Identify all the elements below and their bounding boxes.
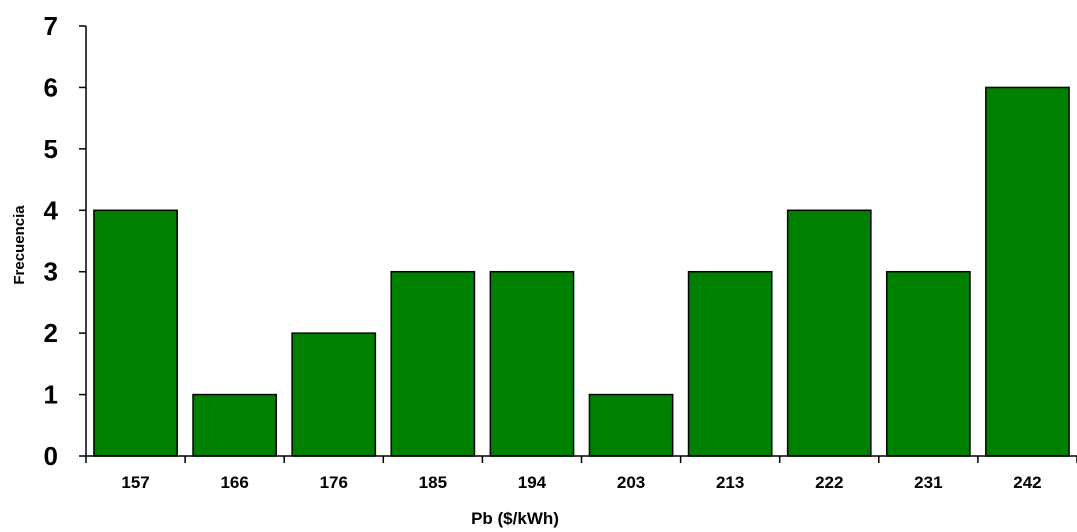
bars-layer [93, 86, 1070, 457]
y-tick-label-2: 2 [44, 318, 58, 348]
axes-layer [79, 25, 1077, 463]
bar-242 [985, 86, 1070, 457]
bar-176 [291, 332, 377, 457]
bar-203 [588, 393, 674, 457]
x-tick-label-203: 203 [617, 473, 645, 492]
y-tick-label-3: 3 [44, 257, 58, 287]
y-tick-label-4: 4 [44, 195, 59, 225]
bar-213 [687, 270, 773, 457]
x-tick-label-166: 166 [220, 473, 248, 492]
y-tick-label-1: 1 [44, 380, 58, 410]
x-tick-label-194: 194 [518, 473, 547, 492]
x-tick-label-157: 157 [121, 473, 149, 492]
y-axis-label: Frecuencia [11, 205, 28, 285]
y-tick-label-6: 6 [44, 72, 58, 102]
y-tick-label-5: 5 [44, 134, 58, 164]
x-tick-label-242: 242 [1013, 473, 1041, 492]
bar-222 [786, 209, 872, 457]
labels-layer: 0 1 2 3 4 5 6 7 157 166 176 185 194 203 213 222 231 242 [44, 11, 1042, 492]
x-tick-label-176: 176 [320, 473, 348, 492]
y-tick-label-0: 0 [44, 441, 58, 471]
x-tick-label-222: 222 [815, 473, 843, 492]
x-tick-label-185: 185 [419, 473, 447, 492]
x-tick-label-231: 231 [914, 473, 942, 492]
bar-231 [885, 270, 971, 457]
x-axis-label: Pb ($/kWh) [471, 509, 559, 528]
bar-157 [93, 209, 178, 457]
bar-185 [390, 270, 476, 457]
x-tick-label-213: 213 [716, 473, 744, 492]
bar-166 [192, 393, 278, 457]
y-tick-label-7: 7 [44, 11, 58, 41]
bar-194 [489, 270, 575, 457]
